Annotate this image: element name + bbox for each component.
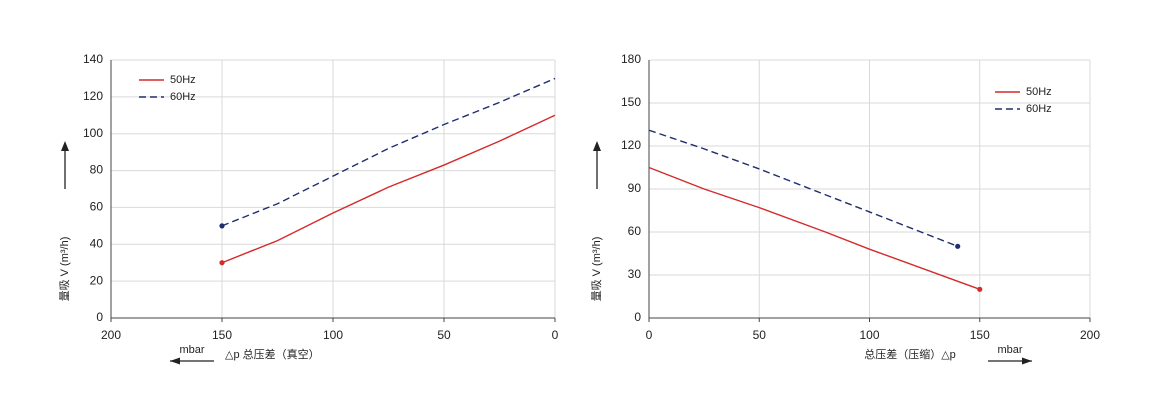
unit-label: mbar (997, 344, 1022, 356)
unit-arrow-head (170, 357, 180, 365)
y-tick-label: 0 (96, 310, 103, 324)
legend-label: 50Hz (1026, 86, 1052, 98)
y-tick-label: 0 (634, 310, 641, 324)
y-tick-label: 40 (90, 236, 104, 250)
x-tick-label: 200 (1080, 328, 1100, 342)
y-tick-label: 90 (628, 181, 642, 195)
y-tick-label: 80 (90, 163, 104, 177)
x-tick-label: 0 (646, 328, 653, 342)
series-line (221, 77, 556, 227)
end-marker (219, 260, 225, 266)
x-tick-label: 150 (212, 328, 232, 342)
y-tick-label: 120 (621, 138, 641, 152)
x-tick-label: 50 (437, 328, 451, 342)
y-tick-label: 60 (90, 200, 104, 214)
unit-arrow-head (1022, 357, 1032, 365)
x-tick-label: 150 (970, 328, 990, 342)
x-axis-label: 总压差（压缩）△p (864, 347, 956, 361)
y-tick-label: 140 (83, 52, 103, 66)
x-tick-label: 0 (552, 328, 559, 342)
y-axis-label: 量吸 V (m³/h) (590, 237, 603, 302)
series-line (648, 166, 980, 290)
series-line (221, 114, 556, 264)
legend-label: 50Hz (170, 74, 196, 86)
y-tick-label: 60 (628, 224, 642, 238)
series-line (648, 129, 958, 247)
x-tick-label: 100 (859, 328, 879, 342)
legend-label: 60Hz (170, 91, 196, 103)
unit-label: mbar (179, 344, 204, 356)
legend-label: 60Hz (1026, 103, 1052, 115)
x-tick-label: 50 (753, 328, 767, 342)
y-arrow-head (61, 141, 69, 151)
y-tick-label: 30 (628, 267, 642, 281)
end-marker (955, 243, 961, 249)
end-marker (977, 286, 983, 292)
y-tick-label: 100 (83, 126, 103, 140)
y-arrow-head (593, 141, 601, 151)
y-tick-label: 180 (621, 52, 641, 66)
y-tick-label: 150 (621, 95, 641, 109)
end-marker (219, 223, 225, 229)
x-tick-label: 100 (323, 328, 343, 342)
y-tick-label: 20 (90, 273, 104, 287)
x-axis-label: △p 总压差（真空） (225, 347, 320, 361)
y-axis-label: 量吸 V (m³/h) (58, 237, 71, 302)
x-tick-label: 200 (101, 328, 121, 342)
y-tick-label: 120 (83, 89, 103, 103)
